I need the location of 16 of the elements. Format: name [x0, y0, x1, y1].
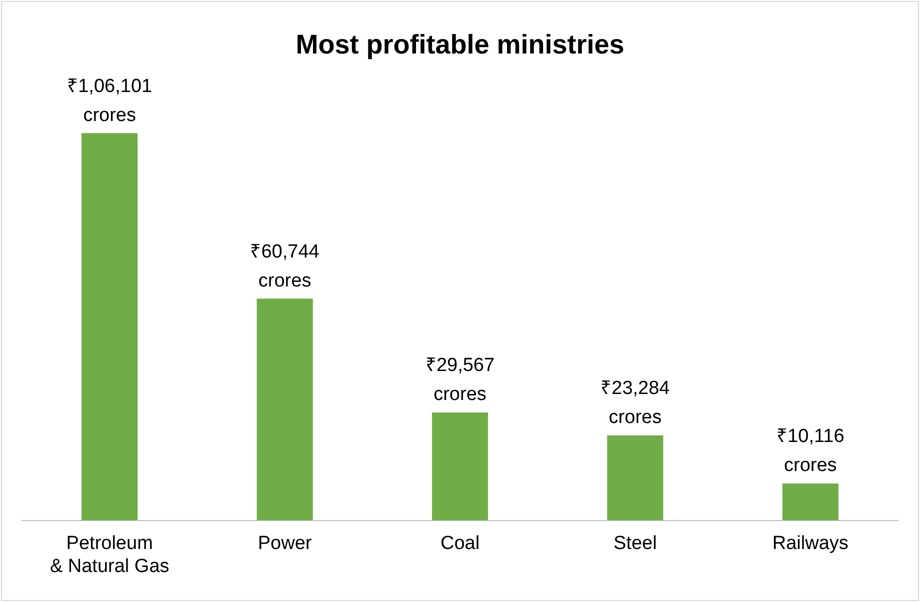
data-label: ₹10,116 crores [776, 426, 844, 476]
x-tick-label: Power [258, 533, 312, 554]
bar [256, 298, 313, 520]
bar [432, 412, 488, 520]
x-tick-label: Petroleum & Natural Gas [50, 533, 170, 577]
bar [782, 483, 838, 520]
bar [82, 133, 138, 520]
x-tick-label: Coal [440, 533, 480, 554]
data-label: ₹1,06,101 crores [67, 76, 152, 126]
data-label: ₹23,284 crores [600, 378, 670, 428]
data-label: ₹29,567 crores [425, 355, 495, 406]
x-tick-label: Railways [772, 533, 848, 554]
x-tick-label: Steel [614, 533, 657, 554]
data-label: ₹60,744 crores [250, 241, 320, 292]
bar [607, 435, 664, 520]
chart-title: Most profitable ministries [296, 30, 624, 60]
